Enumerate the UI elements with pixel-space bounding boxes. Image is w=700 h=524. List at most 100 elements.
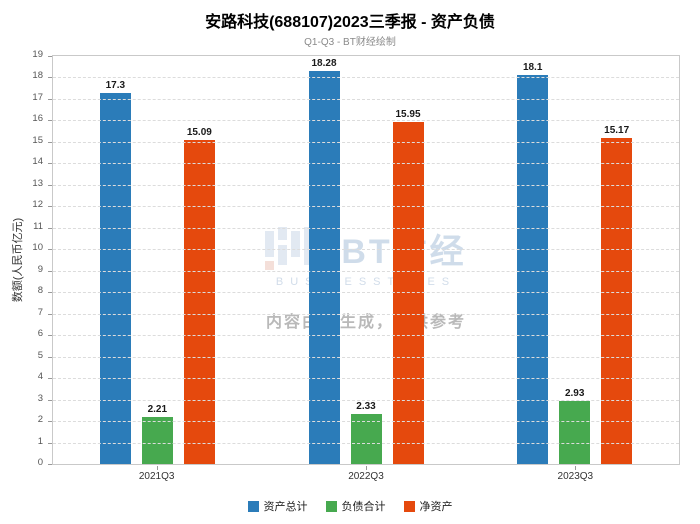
bar-series-2-cat-0 [183,139,215,464]
y-tick-label: 3 [37,392,43,404]
x-tick-label: 2022Q3 [348,471,384,482]
gridline [53,141,679,143]
gridline [53,356,679,358]
gridline [53,77,679,79]
bar-group: 17.3 2.21 15.09 [53,56,262,464]
gridline [53,98,679,100]
gridline [53,399,679,401]
gridline [53,184,679,186]
gridline [53,442,679,444]
y-tick-label: 18 [32,70,43,82]
y-tick-mark [48,56,52,57]
y-tick-mark [48,227,52,229]
bar-wrap: 15.95 [392,56,424,464]
y-tick-mark [48,313,52,315]
bar-wrap: 18.1 [517,56,549,464]
legend-label: 负债合计 [341,501,386,513]
bar-group: 18.28 2.33 15.95 [262,56,471,464]
bar-value-label: 15.95 [395,108,421,120]
y-tick-label: 1 [37,435,43,447]
y-tick-mark [48,378,52,380]
y-tick-mark [48,399,52,401]
gridline [53,378,679,380]
y-tick-label: 9 [37,263,43,275]
legend-swatch [247,500,259,512]
y-tick-mark [48,77,52,79]
legend-item: 负债合计 [325,498,386,514]
bar-group: 18.1 2.93 15.17 [470,56,679,464]
y-axis-tick-labels: 0 1 2 3 4 5 6 7 8 9 10 11 12 13 14 15 16 17 18 19 [0,49,46,468]
y-tick-mark [48,442,52,444]
legend: 资产总计 负债合计 净资产 [0,498,700,514]
chart-subtitle: Q1-Q3 - BT财经绘制 [304,37,396,48]
x-tick-mark [366,466,367,470]
bar-value-label: 15.17 [604,125,630,137]
gridline [53,335,679,337]
bar-series-0-cat-2 [517,75,549,464]
bar-value-label: 2.93 [564,388,585,400]
gridline [53,206,679,208]
legend-item: 净资产 [403,498,453,514]
y-tick-label: 19 [32,49,43,60]
y-tick-label: 5 [37,349,43,361]
x-tick-label: 2023Q3 [557,471,594,482]
gridline [53,421,679,423]
y-tick-label: 16 [32,113,43,125]
y-tick-label: 11 [33,220,43,232]
y-tick-label: 17 [32,91,43,103]
bar-wrap: 2.21 [141,56,173,464]
y-tick-mark [48,249,52,251]
y-tick-mark [48,270,52,272]
y-tick-label: 13 [32,177,43,189]
y-tick-mark [48,356,52,358]
plot-area: BT财经 BUSINESSTIMES 内容由AI生成，仅供参考 17.32.21… [48,55,680,470]
bar-groups: 17.3 2.21 15.09 18.28 2.33 15.95 18.1 2.93 15.17 [53,56,679,464]
bar-series-1-cat-2 [559,401,591,464]
x-axis-tick-labels: 2021Q3 2022Q3 2023Q3 [52,471,680,482]
x-tick-label: 2021Q3 [138,471,175,482]
x-tick-mark [157,466,159,470]
bar-value-label: 18.28 [311,58,337,70]
gridline [53,313,679,315]
legend-label: 净资产 [419,501,453,513]
bar-series-0-cat-1 [308,71,340,464]
bar-wrap: 2.93 [559,56,591,464]
bar-series-0-cat-0 [99,92,131,464]
y-tick-mark [48,120,52,122]
bar-series-1-cat-1 [350,413,382,464]
bar-series-2-cat-2 [601,138,633,464]
bar-wrap: 17.3 [99,56,131,464]
y-tick-mark [48,163,52,165]
y-tick-mark [48,292,52,294]
y-tick-mark [48,206,52,208]
y-tick-label: 4 [37,371,43,383]
bar-wrap: 18.28 [308,56,340,464]
bar-value-label: 2.33 [356,400,376,412]
y-tick-mark [48,141,52,143]
y-tick-label: 15 [32,134,43,146]
y-tick-mark [48,98,52,100]
legend-swatch [325,500,337,512]
y-tick-mark [48,464,52,465]
bar-value-label: 2.21 [147,403,168,415]
y-tick-label: 8 [37,285,43,297]
y-tick-label: 7 [37,306,43,318]
x-tick-mark [574,466,576,470]
bar-value-label: 17.3 [105,79,126,91]
gridline [53,227,679,229]
y-tick-label: 0 [37,457,43,468]
y-tick-label: 12 [32,199,43,211]
bar-series-1-cat-0 [141,416,173,464]
y-tick-mark [48,184,52,186]
y-tick-mark [48,335,52,337]
bar-wrap: 15.17 [601,56,633,464]
y-tick-label: 10 [32,242,43,254]
bar-value-label: 18.1 [522,62,543,74]
bar-value-label: 15.09 [186,126,212,138]
gridline [53,270,679,272]
y-tick-label: 14 [32,156,43,168]
gridline [53,249,679,251]
legend-item: 资产总计 [247,498,308,514]
bar-wrap: 2.33 [350,56,382,464]
